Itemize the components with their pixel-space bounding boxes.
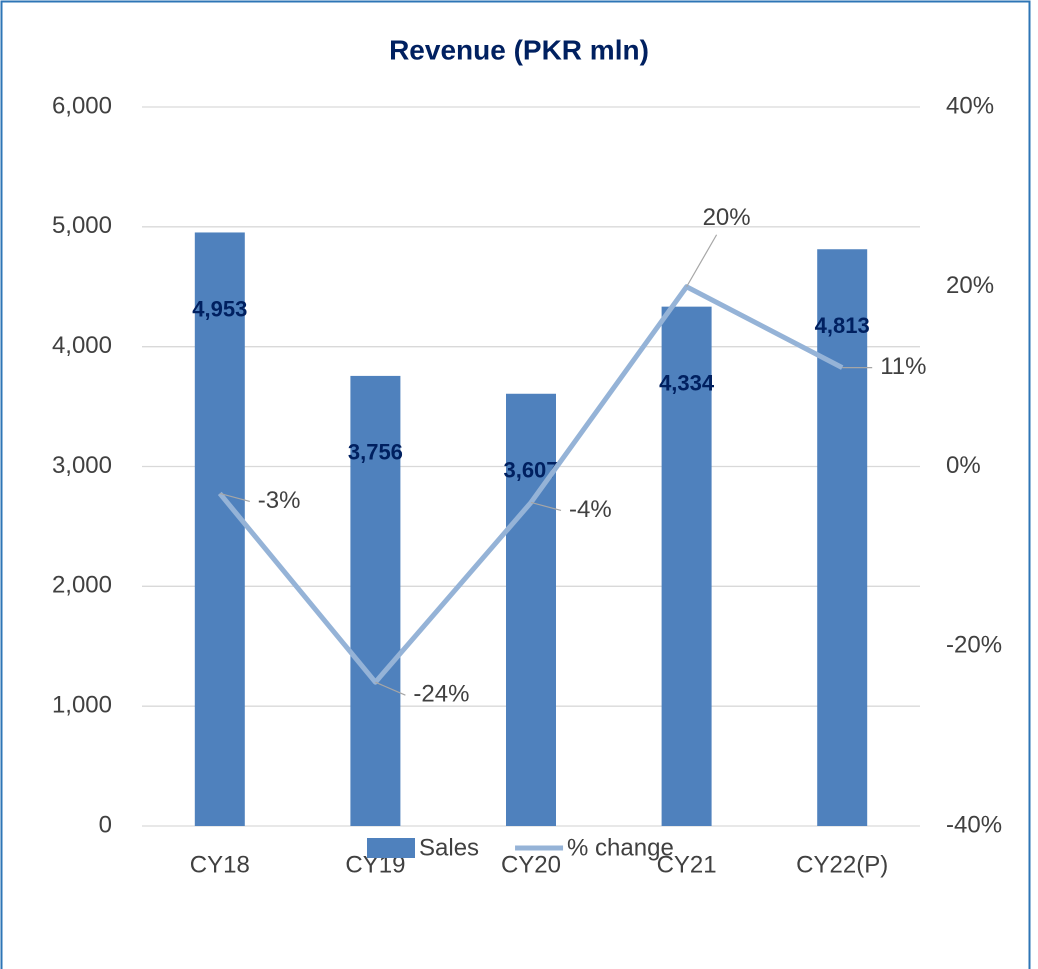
bar-value-label: 4,953 xyxy=(192,296,247,321)
leader-line xyxy=(530,501,562,512)
y-tick-label: 2,000 xyxy=(52,572,112,599)
y2-tick-label: 20% xyxy=(946,272,994,299)
legend-label: Sales xyxy=(419,834,479,861)
x-tick-label: CY22(P) xyxy=(796,851,888,878)
legend-swatch xyxy=(367,838,415,858)
chart-title: Revenue (PKR mln) xyxy=(389,34,649,65)
bar-value-label: 3,756 xyxy=(348,440,403,465)
bar xyxy=(817,249,868,826)
x-tick-label: CY20 xyxy=(501,851,561,878)
leader-line xyxy=(219,492,250,503)
y2-tick-label: -40% xyxy=(946,811,1002,838)
legend-label: % change xyxy=(567,834,674,861)
bar-value-label: 4,334 xyxy=(659,370,715,395)
bar xyxy=(194,232,245,826)
bar-value-label: 4,813 xyxy=(815,313,870,338)
leader-line xyxy=(375,681,406,696)
y-tick-label: 6,000 xyxy=(52,92,112,119)
bar xyxy=(350,375,401,826)
y-tick-label: 1,000 xyxy=(52,692,112,719)
y-tick-label: 3,000 xyxy=(52,452,112,479)
y2-tick-label: -20% xyxy=(946,632,1002,659)
line-value-label: -3% xyxy=(258,487,301,514)
line-value-label: 11% xyxy=(880,353,926,380)
y-tick-label: 5,000 xyxy=(52,212,112,239)
x-tick-label: CY21 xyxy=(657,851,717,878)
line-value-label: -4% xyxy=(569,496,612,523)
leader-line xyxy=(686,234,718,288)
y2-tick-label: 40% xyxy=(946,92,994,119)
line-value-label: 20% xyxy=(703,204,751,231)
y-tick-label: 4,000 xyxy=(52,332,112,359)
y2-tick-label: 0% xyxy=(946,452,981,479)
y-tick-label: 0 xyxy=(99,811,112,838)
line-value-label: -24% xyxy=(413,681,469,708)
bar xyxy=(661,306,712,826)
bar xyxy=(506,393,556,826)
x-tick-label: CY18 xyxy=(190,851,250,878)
